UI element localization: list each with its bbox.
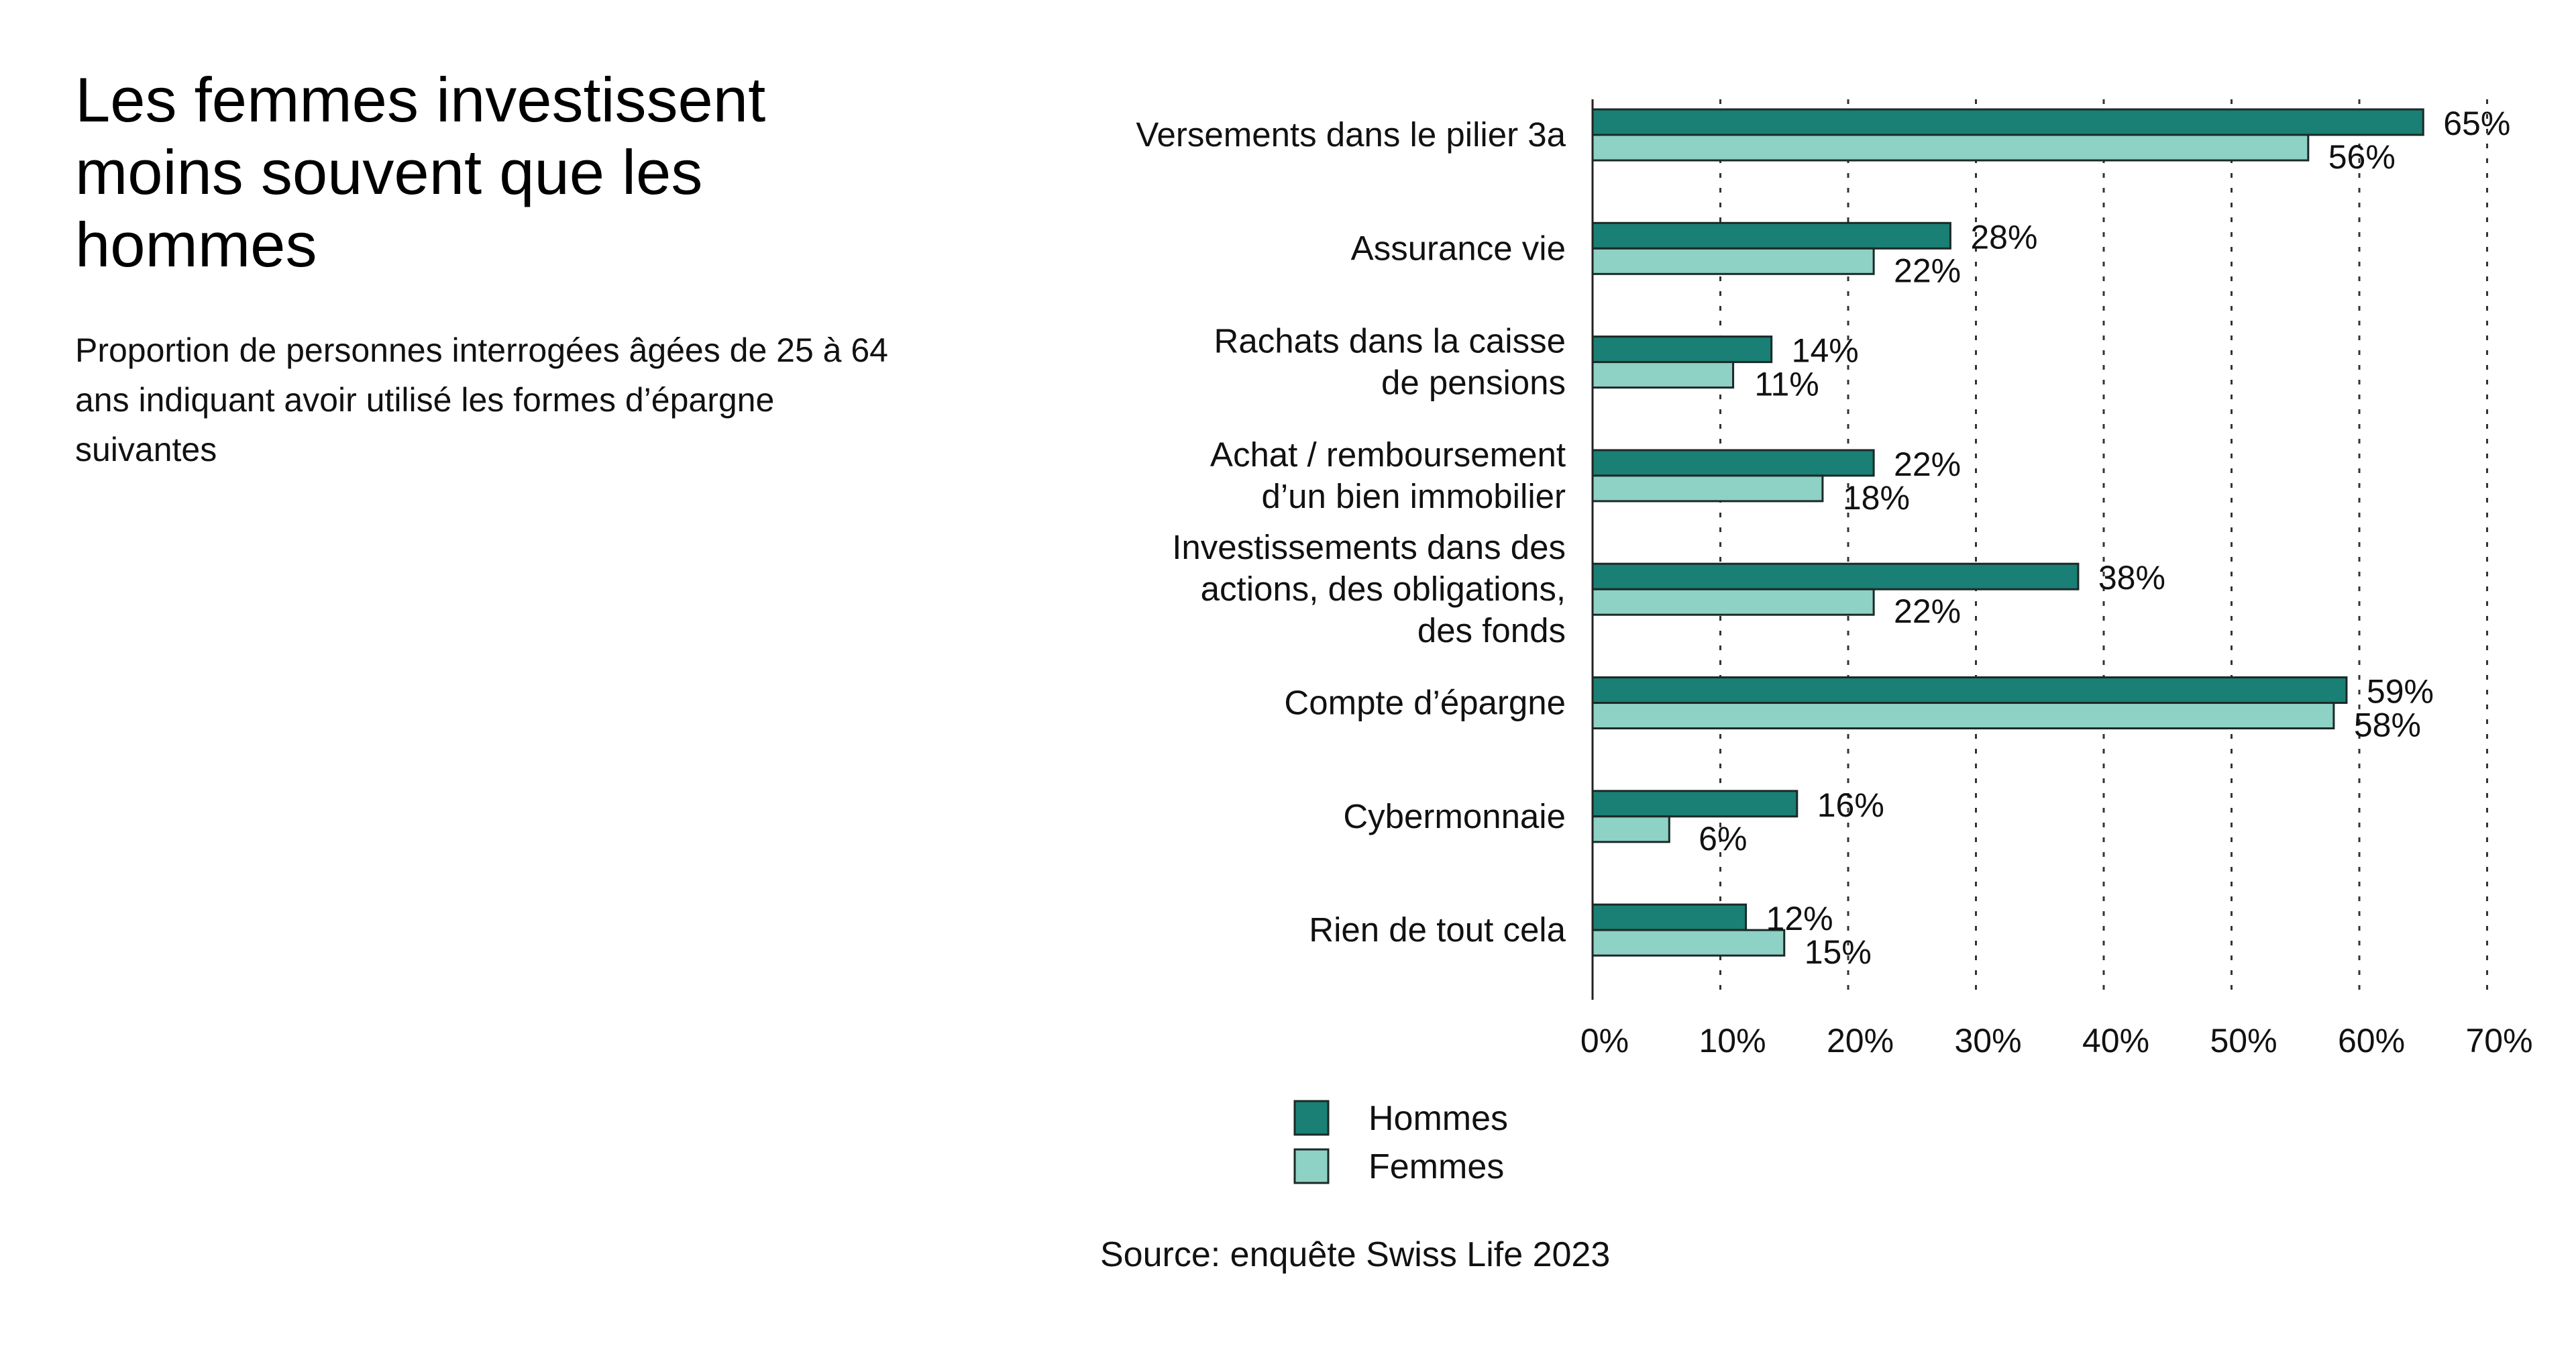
x-tick-label: 20% — [1827, 1022, 1894, 1059]
value-label-hommes: 65% — [2443, 105, 2510, 142]
bar-hommes — [1591, 903, 1748, 931]
value-label-hommes: 22% — [1894, 446, 1961, 483]
category-labels: Versements dans le pilier 3a Assurance vi… — [1136, 115, 1566, 949]
category-label: Rachats dans la caisse — [1214, 322, 1566, 360]
x-tick-label: 50% — [2210, 1022, 2277, 1059]
source-note: Source: enquête Swiss Life 2023 — [1100, 1235, 1611, 1274]
x-tick-label: 10% — [1699, 1022, 1766, 1059]
x-tick-label: 0% — [1580, 1022, 1629, 1059]
bar-hommes — [1591, 562, 2080, 590]
category-label: Investissements dans des — [1172, 528, 1566, 566]
bar-femmes — [1591, 815, 1670, 843]
category-label: de pensions — [1381, 364, 1566, 402]
x-tick-label: 70% — [2465, 1022, 2532, 1059]
value-label-femmes: 22% — [1894, 592, 1961, 630]
category-label: Versements dans le pilier 3a — [1136, 115, 1566, 154]
value-label-hommes: 59% — [2367, 673, 2434, 711]
category-label: Assurance vie — [1351, 229, 1566, 267]
value-label-femmes: 11% — [1754, 366, 1819, 403]
bar-femmes — [1591, 929, 1786, 957]
value-label-hommes: 38% — [2098, 559, 2165, 597]
value-label-femmes: 22% — [1894, 252, 1961, 289]
category-label: des fonds — [1417, 611, 1566, 650]
bar-femmes — [1591, 134, 2310, 162]
x-tick-label: 40% — [2082, 1022, 2149, 1059]
axis: 0% 10% 20% 30% 40% 50% 60% 70% — [1580, 99, 2533, 1059]
chart-subtitle: Proportion de personnes interrogées âgée… — [75, 331, 888, 468]
value-label-femmes: 58% — [2354, 707, 2421, 744]
legend: Hommes Femmes — [1293, 1099, 1508, 1186]
category-label: Rien de tout cela — [1309, 911, 1566, 949]
bar-hommes — [1591, 790, 1799, 818]
category-label: actions, des obligations, — [1201, 570, 1566, 608]
value-label-hommes: 12% — [1766, 900, 1833, 937]
value-label-femmes: 6% — [1699, 820, 1747, 858]
value-label-femmes: 56% — [2328, 138, 2396, 176]
category-label: Cybermonnaie — [1343, 797, 1566, 835]
bar-hommes — [1591, 108, 2424, 136]
bar-hommes — [1591, 449, 1875, 477]
bar-hommes — [1591, 221, 1951, 250]
legend-label-femmes: Femmes — [1368, 1147, 1504, 1186]
legend-swatch-femmes — [1293, 1148, 1330, 1184]
value-label-hommes: 28% — [1970, 218, 2037, 256]
bar-hommes — [1591, 676, 2348, 704]
value-label-hommes: 16% — [1817, 786, 1884, 824]
bar-femmes — [1591, 588, 1875, 616]
value-label-femmes: 18% — [1843, 479, 1910, 517]
bar-femmes — [1591, 702, 2335, 729]
value-labels: 65%56%28%22%14%11%22%18%38%22%59%58%16%6… — [1699, 105, 2510, 971]
x-tick-label: 60% — [2338, 1022, 2405, 1059]
category-label: Compte d’épargne — [1284, 684, 1566, 722]
chart-title: Les femmes investissent moins souvent qu… — [75, 64, 766, 280]
bar-femmes — [1591, 247, 1875, 275]
bars — [1591, 108, 2424, 957]
x-tick-label: 30% — [1954, 1022, 2021, 1059]
legend-swatch-hommes — [1293, 1100, 1330, 1136]
bar-femmes — [1591, 361, 1735, 389]
value-label-hommes: 14% — [1792, 332, 1859, 370]
legend-label-hommes: Hommes — [1368, 1099, 1508, 1138]
category-label: d’un bien immobilier — [1261, 477, 1566, 515]
category-label: Achat / remboursement — [1210, 435, 1566, 474]
bar-femmes — [1591, 474, 1824, 503]
bar-hommes — [1591, 335, 1773, 364]
value-label-femmes: 15% — [1805, 933, 1872, 971]
